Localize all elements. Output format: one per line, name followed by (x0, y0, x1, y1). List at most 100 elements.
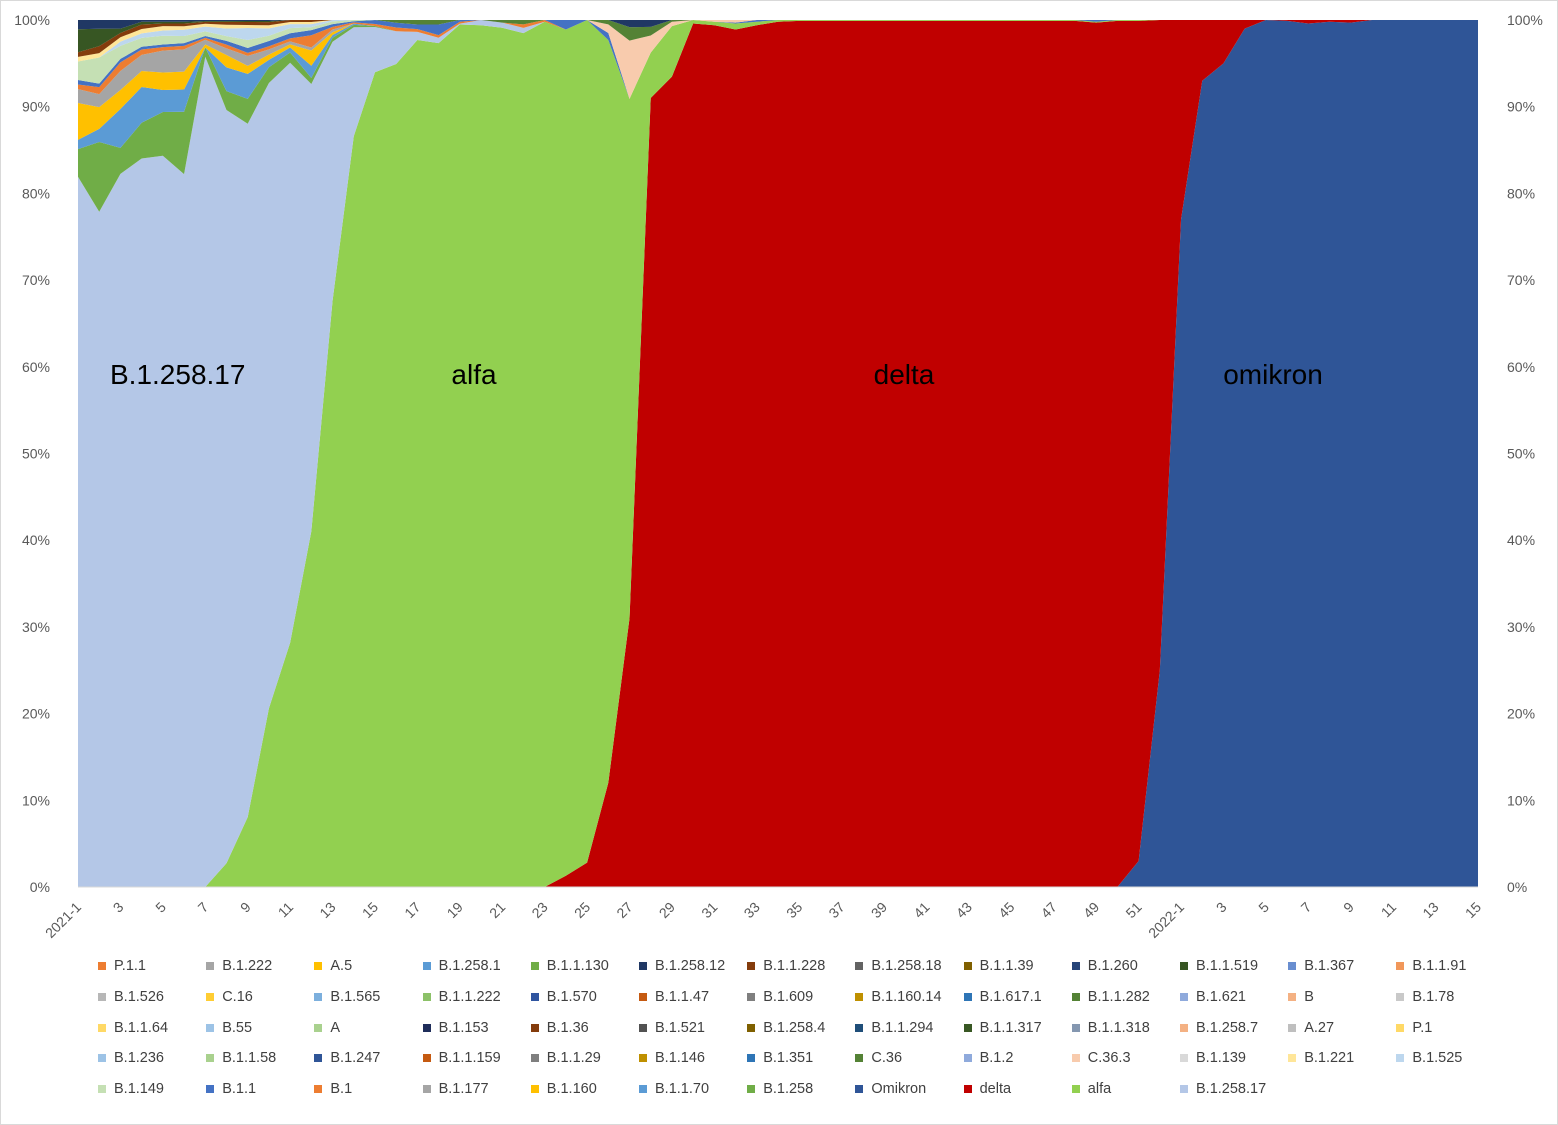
legend-label: B.1.1.58 (222, 1050, 277, 1067)
legend-swatch (963, 992, 972, 1001)
x-tick: 49 (1080, 899, 1102, 921)
area-b-1-258-17 (78, 20, 1478, 887)
legend-label: B.1 (330, 1081, 353, 1098)
y-tick-right: 60% (1507, 359, 1535, 375)
legend-label: A.27 (1304, 1019, 1335, 1036)
legend-label: B.1.1.47 (655, 988, 710, 1005)
legend-swatch (1071, 1054, 1080, 1063)
legend-swatch (1396, 962, 1405, 970)
x-tick: 47 (1038, 899, 1060, 921)
legend-item: B.1.1.228 (747, 956, 825, 976)
legend-swatch (314, 1023, 323, 1032)
legend-label: B.1.609 (763, 988, 814, 1005)
legend-label: B.1.526 (114, 988, 164, 1005)
legend-item: B.1.258.12 (639, 956, 725, 976)
legend-item: B.1.236 (98, 1048, 164, 1068)
x-tick: 41 (910, 899, 932, 921)
legend-label: B.1.258.18 (871, 958, 942, 974)
legend-item: B.1.1.294 (855, 1018, 933, 1038)
x-tick: 25 (571, 899, 593, 921)
legend-item: B.1.153 (422, 1018, 489, 1038)
legend-swatch (422, 1085, 431, 1094)
legend-item: B.1.78 (1396, 987, 1454, 1007)
y-tick-right: 50% (1507, 446, 1535, 462)
x-tick: 45 (995, 899, 1017, 921)
x-tick: 23 (528, 899, 550, 921)
legend-swatch (98, 1023, 106, 1032)
legend-swatch (1180, 1085, 1188, 1094)
legend-item: B.1.36 (530, 1018, 589, 1038)
legend-item: B.1.2 (963, 1048, 1013, 1068)
legend-swatch (1071, 962, 1080, 970)
legend-label: B.1.1 (222, 1081, 257, 1098)
legend-label: delta (979, 1081, 1012, 1098)
legend-label: B.1.222 (222, 958, 273, 974)
legend-item: B.1.621 (1180, 987, 1246, 1007)
legend-label: alfa (1087, 1081, 1112, 1098)
legend-item: B.1.565 (314, 987, 380, 1007)
legend-swatch (530, 1054, 539, 1063)
legend-label: B.1.258.7 (1196, 1019, 1259, 1036)
legend-item: B.1.258.4 (747, 1018, 825, 1038)
legend-label: B.1.1.282 (1087, 988, 1150, 1005)
area-b-1-525 (78, 20, 1478, 99)
legend-item: B.1.146 (639, 1048, 705, 1068)
legend-item: B.1.1.282 (1071, 987, 1150, 1007)
legend-item: C.16 (206, 987, 253, 1007)
legend-label: A (330, 1019, 341, 1036)
legend-label: B.1.351 (763, 1050, 814, 1067)
legend-item: B.1.1.318 (1071, 1018, 1150, 1038)
legend-label: A.5 (330, 958, 353, 974)
legend-label: B.1.146 (655, 1050, 705, 1067)
legend-label: B.1.1.222 (438, 988, 501, 1005)
legend-label: B.1.1.70 (655, 1081, 710, 1098)
legend-swatch (1071, 992, 1080, 1001)
x-tick: 3 (1213, 899, 1230, 916)
legend-swatch (963, 1085, 972, 1094)
legend-item: B (1288, 987, 1314, 1007)
x-tick: 5 (152, 899, 169, 916)
legend-swatch (747, 1085, 756, 1094)
legend-item: B.1.160 (530, 1079, 597, 1099)
legend-swatch (963, 1054, 972, 1063)
legend-item: B.1.617.1 (963, 987, 1042, 1007)
y-tick-left: 10% (22, 792, 50, 808)
legend-swatch (422, 1023, 431, 1032)
legend-swatch (1180, 1054, 1188, 1063)
legend-label: B.1.160 (546, 1081, 597, 1098)
legend-swatch (530, 1023, 539, 1032)
region-label: alfa (451, 359, 497, 390)
x-tick: 19 (444, 899, 466, 921)
x-tick: 11 (1378, 899, 1400, 921)
legend-swatch (1396, 1054, 1405, 1063)
legend-swatch (314, 1054, 323, 1063)
legend-item: B.1.160.14 (855, 987, 942, 1007)
legend-swatch (639, 962, 647, 970)
legend-item: B.1.247 (314, 1048, 380, 1068)
legend-swatch (1288, 992, 1297, 1001)
y-tick-left: 80% (22, 185, 50, 201)
legend-label: B.1.177 (438, 1081, 489, 1098)
legend-label: B.1.258.4 (763, 1019, 826, 1036)
legend-label: B.1.153 (438, 1019, 489, 1036)
legend-label: B (1304, 988, 1314, 1005)
legend-item: B.1.1.47 (639, 987, 709, 1007)
legend-swatch (314, 962, 323, 970)
legend-swatch (530, 1085, 539, 1094)
legend-label: B.1.258.12 (655, 958, 726, 974)
legend-item: P.1.1 (98, 956, 146, 976)
y-tick-left: 0% (30, 879, 50, 895)
x-tick: 9 (1340, 899, 1357, 916)
legend-item: delta (963, 1079, 1012, 1099)
legend-label: B.1.139 (1196, 1050, 1246, 1067)
x-tick: 37 (825, 899, 847, 921)
legend-swatch (98, 992, 106, 1001)
legend-swatch (747, 1023, 756, 1032)
legend-swatch (422, 1054, 431, 1063)
x-tick: 13 (316, 899, 338, 921)
legend-item: B.1.177 (422, 1079, 489, 1099)
legend-label: B.1.1.130 (546, 958, 609, 974)
legend-swatch (206, 992, 215, 1001)
region-label: delta (874, 359, 935, 390)
legend-item: B.1.525 (1396, 1048, 1462, 1068)
